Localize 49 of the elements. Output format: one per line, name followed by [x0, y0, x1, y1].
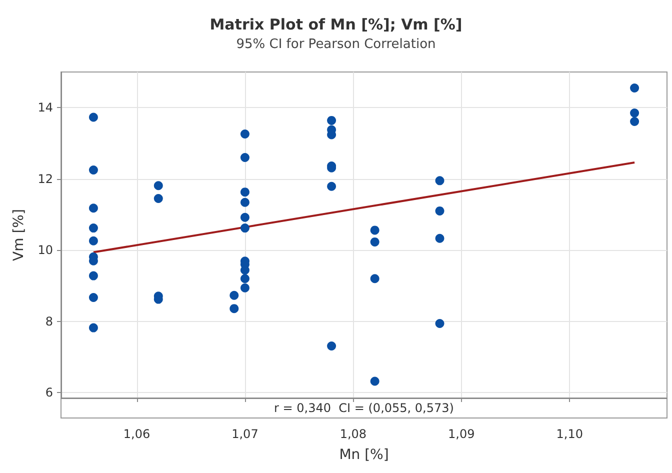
point — [240, 188, 250, 197]
point — [630, 108, 640, 118]
point — [240, 224, 250, 233]
x-tick-label: 1,08 — [340, 427, 367, 441]
x-tick-label: 1,09 — [448, 427, 475, 441]
point — [88, 323, 98, 332]
point — [230, 290, 239, 300]
point — [240, 274, 250, 284]
point — [88, 236, 98, 246]
point — [435, 176, 444, 186]
point — [154, 181, 163, 190]
point — [88, 204, 98, 213]
point — [88, 271, 98, 280]
x-tick-label: 1,07 — [232, 427, 258, 441]
point — [88, 293, 98, 302]
point — [240, 153, 250, 162]
y-tick-label: 8 — [45, 314, 53, 328]
point — [370, 226, 380, 235]
point — [435, 319, 444, 328]
y-tick-label: 6 — [45, 386, 53, 400]
x-tick-label: 1,06 — [123, 427, 150, 441]
point — [240, 212, 250, 222]
x-tick-label: 1,10 — [556, 427, 583, 441]
y-tick-label: 14 — [38, 100, 53, 115]
point — [230, 304, 239, 314]
text: r = 0,340 CI = (0,055, 0,573) — [274, 401, 454, 415]
point — [370, 376, 380, 386]
chart-title: Matrix Plot of Mn [%]; Vm [%] — [210, 16, 462, 34]
point — [435, 206, 444, 216]
point — [327, 182, 336, 191]
point — [240, 198, 250, 207]
y-tick-label: 12 — [38, 172, 53, 186]
point — [240, 129, 250, 138]
point — [370, 237, 380, 246]
x-axis-title: Mn [%] — [339, 447, 389, 463]
point — [630, 117, 640, 126]
point — [154, 194, 163, 203]
point — [435, 234, 444, 243]
point — [327, 341, 336, 350]
point — [630, 84, 640, 93]
y-axis-title: Vm [%] — [11, 209, 27, 261]
point — [370, 274, 380, 284]
point — [88, 112, 98, 122]
chart-subtitle: 95% CI for Pearson Correlation — [236, 37, 436, 52]
point — [327, 116, 336, 125]
point — [240, 283, 250, 292]
point — [88, 165, 98, 174]
point — [88, 224, 98, 233]
y-tick-label: 10 — [38, 243, 53, 258]
